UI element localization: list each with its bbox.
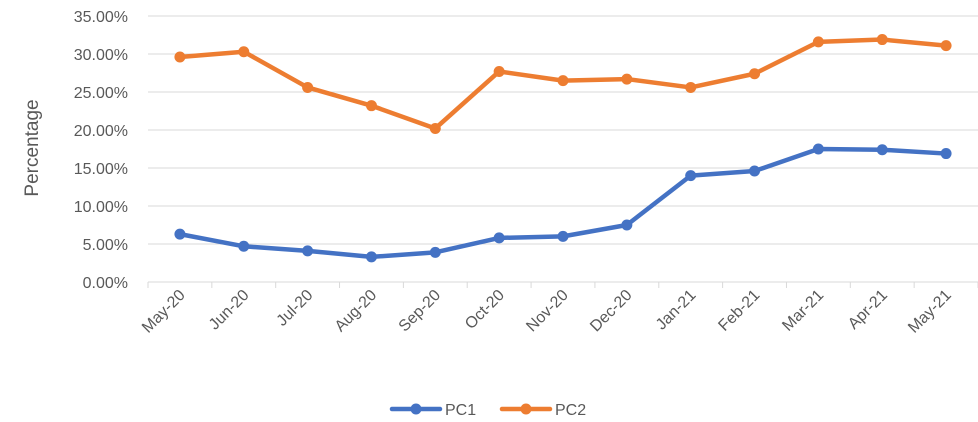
legend-swatch-marker: [410, 403, 422, 415]
data-point: [685, 170, 697, 182]
y-axis-title: Percentage: [22, 99, 43, 196]
x-tick-label: Jul-20: [274, 287, 317, 330]
legend-label: PC1: [445, 402, 476, 419]
data-point: [238, 46, 250, 58]
x-axis-ticks: May-20 Jun-20 Jul-20 Aug-20 Sep-20 Oct-20 Nov-…: [139, 287, 955, 337]
data-point: [493, 65, 505, 77]
x-tick-label: Apr-21: [845, 287, 891, 333]
x-tick-label: Feb-21: [715, 287, 763, 335]
data-point: [302, 81, 314, 93]
legend-label: PC2: [555, 402, 586, 419]
data-point: [238, 240, 250, 252]
data-point: [302, 245, 314, 257]
y-tick-label: 35.00%: [74, 9, 128, 26]
data-point: [621, 219, 633, 231]
series-pc2: [174, 34, 952, 134]
data-point: [493, 232, 505, 244]
data-point: [365, 251, 377, 263]
x-tick-label: May-21: [905, 287, 955, 337]
legend-item-pc1: PC1: [389, 402, 476, 419]
legend-item-pc2: PC2: [499, 402, 586, 419]
x-tick-label: Dec-20: [587, 287, 636, 336]
data-point: [749, 165, 761, 177]
data-point: [940, 148, 952, 160]
y-tick-label: 0.00%: [83, 275, 128, 292]
data-point: [365, 100, 377, 112]
data-point: [557, 230, 569, 242]
data-point: [685, 81, 697, 93]
data-point: [621, 73, 633, 85]
data-point: [429, 246, 441, 258]
data-point: [174, 51, 186, 63]
x-tick-label: Oct-20: [462, 287, 508, 333]
x-tick-label: Jan-21: [653, 287, 700, 334]
x-tick-label: Mar-21: [779, 287, 827, 335]
legend: PC1 PC2: [389, 402, 586, 419]
legend-swatch-marker: [520, 403, 532, 415]
data-point: [174, 228, 186, 240]
data-point: [749, 68, 761, 80]
axes: [147, 281, 978, 288]
y-tick-label: 15.00%: [74, 161, 128, 178]
data-point: [812, 143, 824, 155]
data-point: [429, 122, 441, 134]
data-point: [812, 36, 824, 48]
y-tick-label: 25.00%: [74, 85, 128, 102]
y-tick-label: 10.00%: [74, 199, 128, 216]
series-pc1: [174, 143, 952, 263]
data-point: [876, 144, 888, 156]
data-point: [557, 75, 569, 87]
y-axis-ticks: 0.00% 5.00% 10.00% 15.00% 20.00% 25.00% 30.00%…: [74, 9, 128, 292]
series-lines: [174, 34, 952, 263]
x-tick-label: May-20: [139, 287, 189, 337]
x-tick-label: Aug-20: [332, 287, 381, 336]
y-tick-label: 20.00%: [74, 123, 128, 140]
y-tick-label: 5.00%: [83, 237, 128, 254]
x-tick-label: Sep-20: [396, 287, 445, 336]
x-tick-label: Nov-20: [523, 287, 572, 336]
x-tick-label: Jun-20: [206, 287, 253, 334]
data-point: [940, 40, 952, 52]
data-point: [876, 34, 888, 46]
y-tick-label: 30.00%: [74, 47, 128, 64]
gridlines: [148, 15, 978, 245]
